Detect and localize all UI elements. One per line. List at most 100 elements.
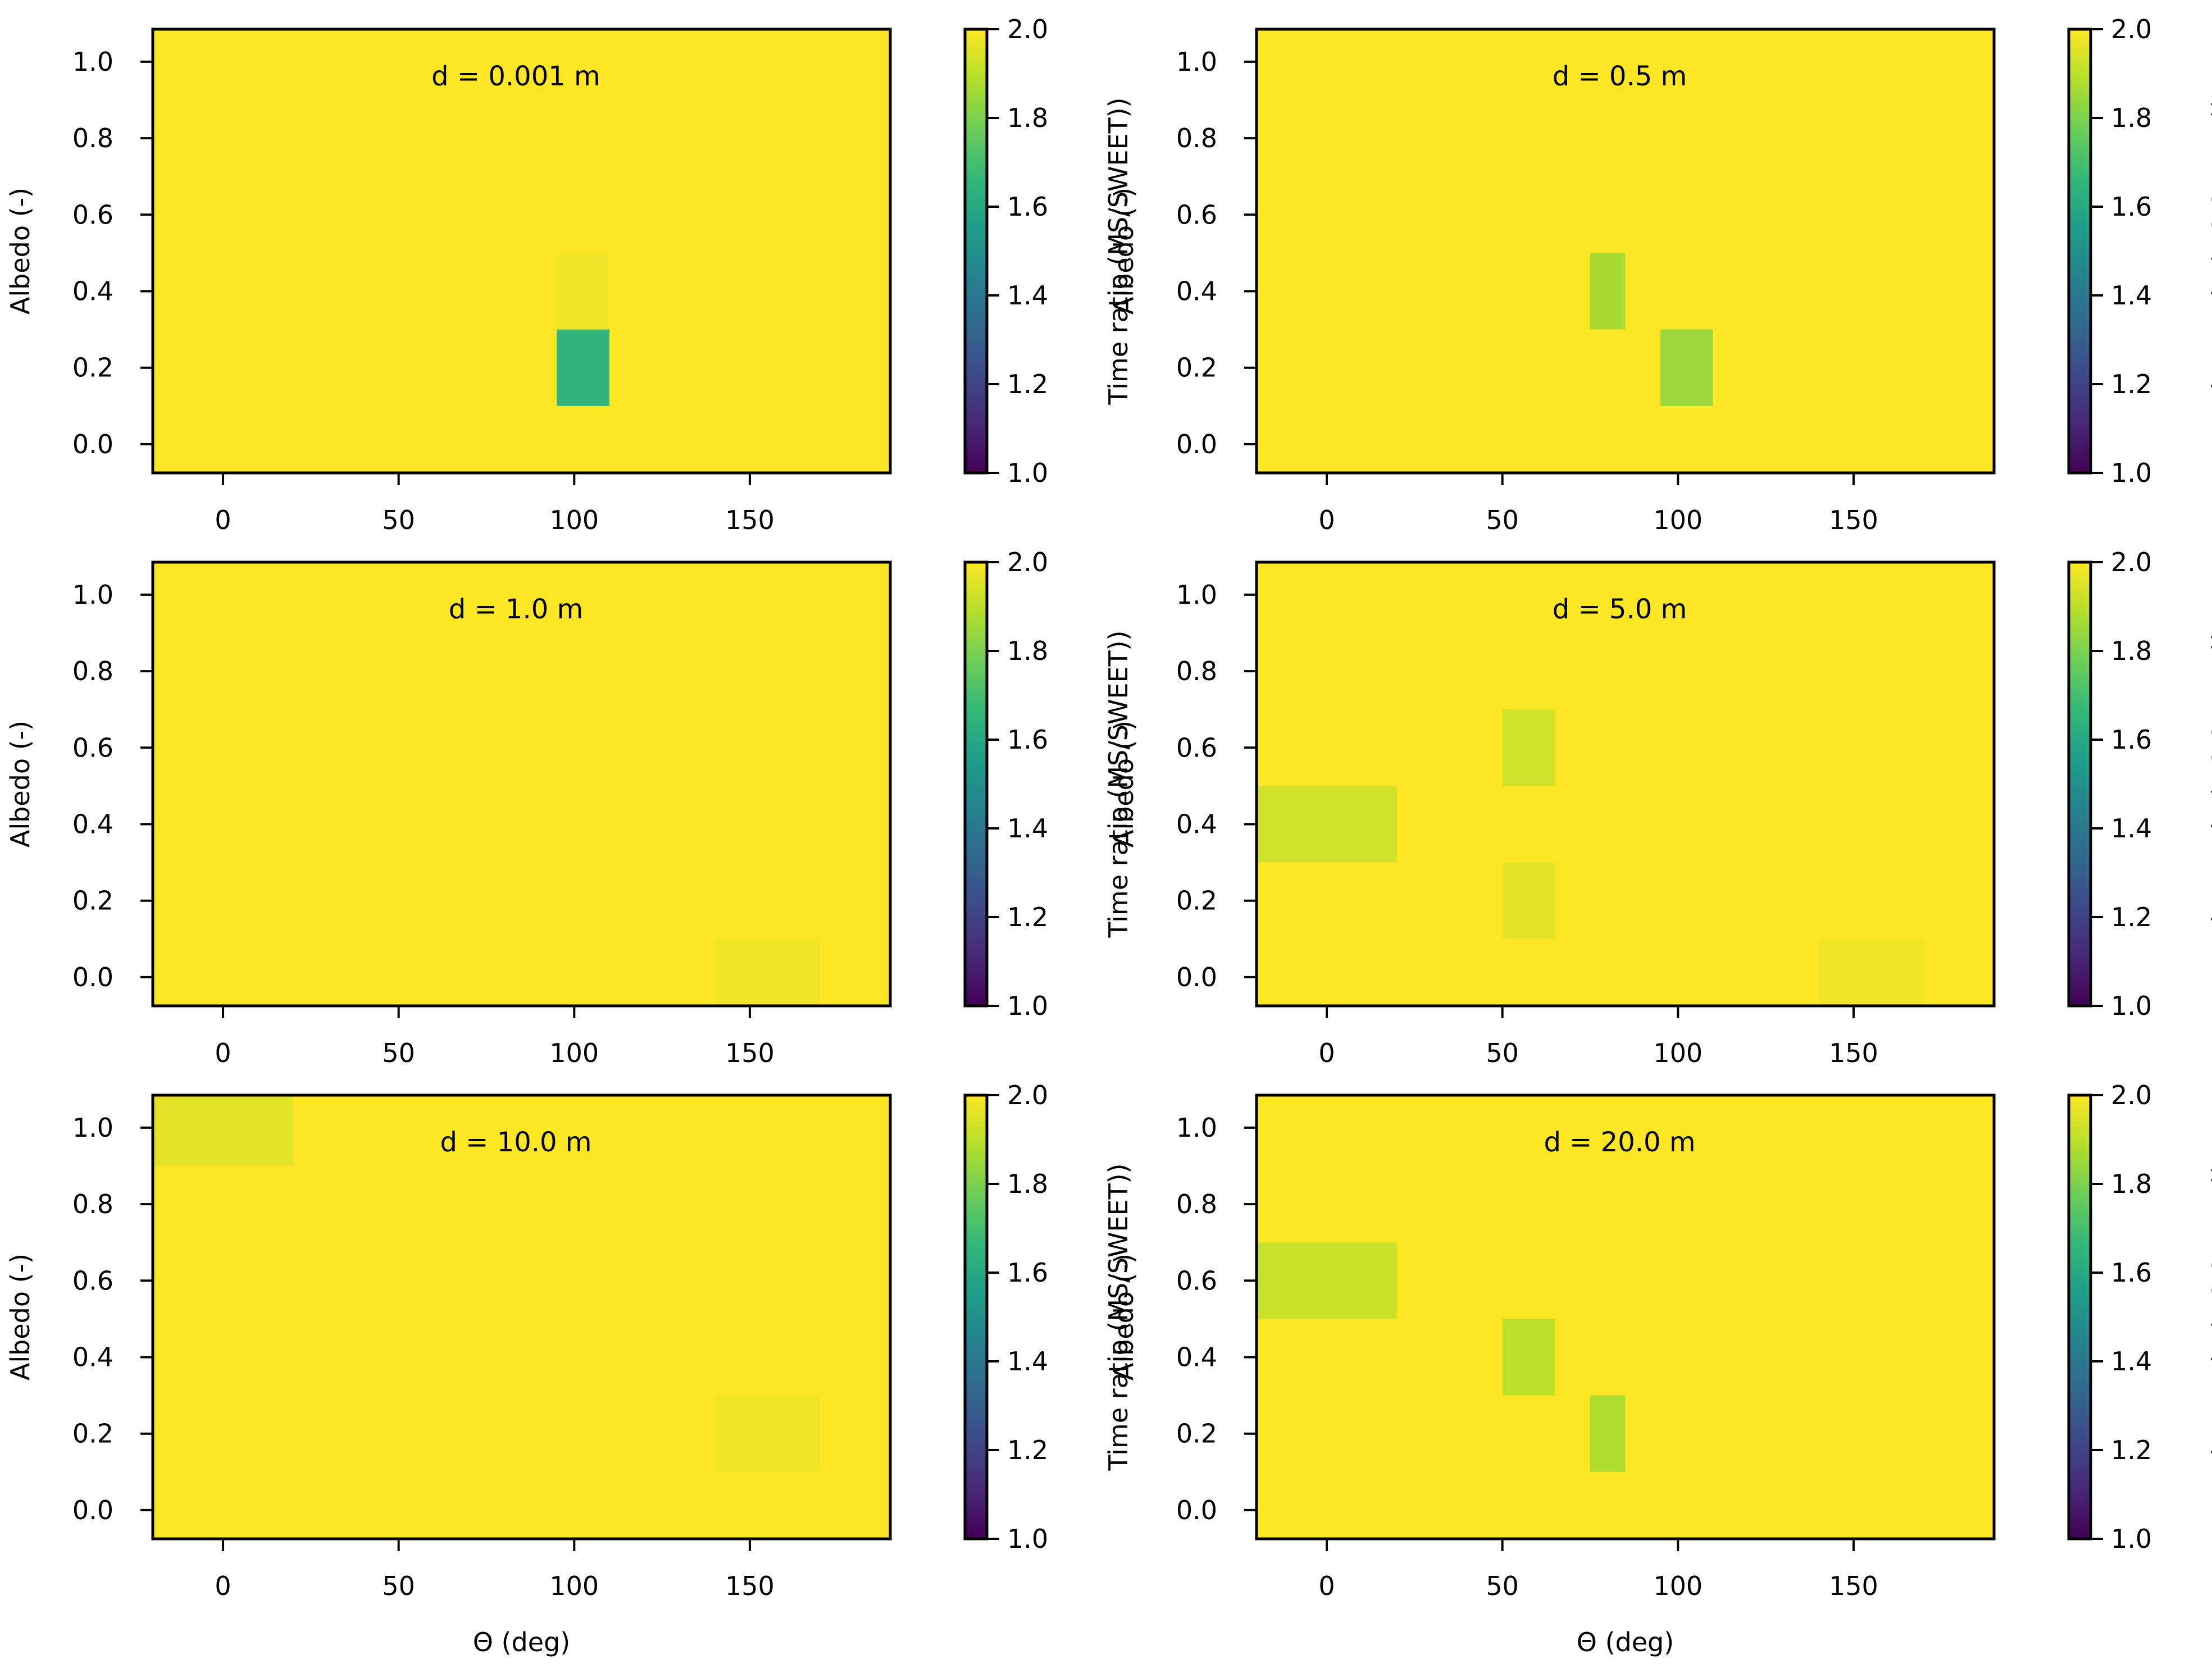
heatmap-panel-4: 0 50 100 150 0.0 0.2 0.4 0.6 0.8 1.0 Albedo (-) d =… — [1109, 547, 2212, 1068]
y-tick-label: 0.2 — [72, 353, 113, 383]
colorbar-tick-label: 1.6 — [1007, 192, 1048, 222]
heatmap-cell — [1590, 253, 1626, 330]
heatmap-background — [153, 562, 890, 1006]
colorbar-tick-label: 1.4 — [1007, 813, 1048, 844]
axes-frame — [1255, 28, 1996, 475]
heatmap-cell — [557, 329, 609, 406]
y-tick-label: 0.2 — [1176, 353, 1217, 383]
panel-title: d = 5.0 m — [1553, 594, 1687, 625]
y-axis-label: Albedo (-) — [1109, 188, 1139, 315]
colorbar-frame — [2067, 560, 2092, 1008]
heatmap-cell — [1590, 1395, 1626, 1472]
heatmap-panel-1: 0 50 100 150 0.0 0.2 0.4 0.6 0.8 1.0 Albedo (-) d =… — [5, 14, 1134, 535]
y-tick-label: 0.6 — [72, 199, 113, 230]
x-tick-label: 50 — [382, 1571, 415, 1601]
y-axis-label: Albedo (-) — [5, 721, 35, 847]
colorbar-tick-label: 1.2 — [2111, 1435, 2152, 1465]
heatmap-cell — [557, 253, 609, 330]
colorbar-tick-label: 1.8 — [1007, 103, 1048, 133]
colorbar-tick-label: 1.8 — [1007, 1169, 1048, 1199]
colorbar-tick-label: 1.6 — [1007, 1257, 1048, 1288]
colorbar-tick-label: 1.8 — [2111, 636, 2152, 666]
heatmap-cell — [1818, 938, 1924, 1006]
colorbar-tick-label: 2.0 — [2111, 547, 2152, 577]
y-tick-label: 0.6 — [72, 732, 113, 763]
y-tick-label: 0.4 — [72, 809, 113, 840]
heatmap-cell — [1502, 1319, 1555, 1396]
colorbar-tick-label: 2.0 — [2111, 14, 2152, 44]
x-tick-label: 150 — [725, 1571, 775, 1601]
colorbar-tick-label: 1.0 — [2111, 991, 2152, 1021]
x-tick-label: 50 — [1486, 505, 1519, 535]
colorbar-tick-label: 1.0 — [1007, 991, 1048, 1021]
y-tick-label: 1.0 — [1176, 580, 1217, 610]
y-tick-label: 0.8 — [72, 656, 113, 686]
x-tick-label: 100 — [549, 1571, 599, 1601]
x-tick-label: 100 — [549, 1038, 599, 1068]
colorbar-tick-label: 1.6 — [2111, 1257, 2152, 1288]
y-axis-label: Albedo (-) — [5, 1254, 35, 1380]
y-tick-label: 0.2 — [72, 886, 113, 916]
colorbar-tick-label: 1.2 — [2111, 369, 2152, 399]
y-tick-label: 0.4 — [72, 276, 113, 307]
heatmap-panel-2: 0 50 100 150 0.0 0.2 0.4 0.6 0.8 1.0 Albedo (-) d =… — [1109, 14, 2212, 535]
y-tick-label: 0.0 — [72, 962, 113, 992]
y-tick-label: 0.4 — [1176, 276, 1217, 307]
x-tick-label: 150 — [725, 505, 775, 535]
x-axis-label: Θ (deg) — [473, 1627, 570, 1657]
y-tick-label: 0.0 — [72, 429, 113, 459]
panel-title: d = 20.0 m — [1544, 1127, 1695, 1158]
colorbar-tick-label: 1.0 — [1007, 458, 1048, 488]
colorbar — [965, 562, 987, 1006]
heatmap-background — [1257, 29, 1994, 473]
y-tick-label: 1.0 — [72, 1113, 113, 1143]
colorbar-label: Time ratio (MS/SWEET)) — [2207, 630, 2212, 938]
x-tick-label: 0 — [215, 505, 231, 535]
colorbar-tick-label: 1.6 — [2111, 192, 2152, 222]
y-axis-label: Albedo (-) — [1109, 1254, 1139, 1380]
colorbar — [2069, 1095, 2091, 1539]
colorbar-tick-label: 1.0 — [1007, 1524, 1048, 1554]
y-tick-label: 0.4 — [72, 1342, 113, 1373]
heatmap-panel-3: 0 50 100 150 0.0 0.2 0.4 0.6 0.8 1.0 Albedo (-) d =… — [5, 547, 1134, 1068]
y-tick-label: 0.2 — [1176, 1419, 1217, 1449]
y-tick-label: 0.6 — [1176, 732, 1217, 763]
colorbar-tick-label: 1.2 — [1007, 369, 1048, 399]
colorbar-frame — [963, 1093, 989, 1541]
colorbar-tick-label: 2.0 — [1007, 547, 1048, 577]
y-tick-label: 0.6 — [72, 1265, 113, 1296]
x-tick-label: 150 — [1829, 505, 1878, 535]
panel-title: d = 1.0 m — [449, 594, 584, 625]
panel-title: d = 0.001 m — [431, 61, 600, 92]
y-tick-label: 1.0 — [72, 580, 113, 610]
heatmap-cell — [1502, 709, 1555, 786]
colorbar-tick-label: 2.0 — [1007, 14, 1048, 44]
colorbar-label: Time ratio (MS/SWEET)) — [1103, 97, 1134, 405]
heatmap-cell — [1660, 329, 1713, 406]
colorbar-tick-label: 1.2 — [1007, 902, 1048, 932]
colorbar-tick-label: 1.0 — [2111, 458, 2152, 488]
y-tick-label: 1.0 — [72, 47, 113, 77]
x-tick-label: 50 — [1486, 1038, 1519, 1068]
y-tick-label: 0.8 — [1176, 656, 1217, 686]
y-tick-label: 0.0 — [1176, 962, 1217, 992]
x-tick-label: 0 — [1318, 505, 1335, 535]
heatmap-cell — [1502, 862, 1555, 939]
colorbar-label: Time ratio (MS/SWEET)) — [2207, 1163, 2212, 1471]
axes-frame — [151, 560, 892, 1008]
y-tick-label: 0.0 — [72, 1495, 113, 1525]
y-tick-label: 0.8 — [1176, 123, 1217, 153]
y-axis-label: Albedo (-) — [1109, 721, 1139, 847]
axes-frame — [151, 1093, 892, 1541]
colorbar-tick-label: 1.2 — [1007, 1435, 1048, 1465]
x-tick-label: 0 — [215, 1038, 231, 1068]
colorbar-tick-label: 1.4 — [1007, 1346, 1048, 1377]
heatmap-cell — [1257, 1242, 1398, 1319]
x-axis-label: Θ (deg) — [1577, 1627, 1674, 1657]
colorbar-tick-label: 1.8 — [1007, 636, 1048, 666]
colorbar-frame — [2067, 28, 2092, 475]
y-tick-label: 0.6 — [1176, 199, 1217, 230]
colorbar-tick-label: 1.8 — [2111, 103, 2152, 133]
colorbar-frame — [2067, 1093, 2092, 1541]
